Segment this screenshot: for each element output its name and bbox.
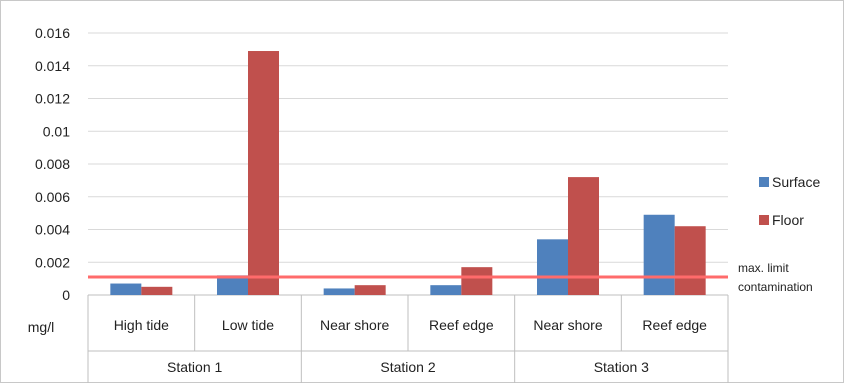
group-label: Station 3 — [594, 359, 649, 375]
category-label: Reef edge — [429, 317, 494, 333]
legend-label-surface: Surface — [772, 174, 820, 190]
legend-label-floor: Floor — [772, 212, 804, 228]
bar-surface-4 — [430, 285, 462, 295]
y-tick-label: 0.014 — [35, 58, 70, 74]
y-tick-label: 0.012 — [35, 91, 70, 107]
bar-floor-1 — [141, 286, 173, 295]
y-axis-unit-label: mg/l — [28, 319, 54, 335]
bars — [110, 51, 706, 296]
category-axis: High tide Low tide Near shore Reef edge Near… — [87, 295, 729, 383]
bar-floor-5 — [568, 177, 599, 295]
category-label: High tide — [114, 317, 169, 333]
y-axis-ticks: 0 0.002 0.004 0.006 0.008 0.01 0.012 0.014 0.016 — [35, 25, 70, 303]
y-tick-label: 0 — [62, 287, 70, 303]
bar-floor-6 — [674, 226, 706, 295]
y-tick-label: 0.01 — [43, 123, 70, 139]
legend-swatch-floor — [759, 215, 769, 225]
category-label: Low tide — [222, 317, 274, 333]
legend-swatch-surface — [759, 177, 769, 187]
bar-floor-3 — [354, 285, 386, 295]
y-tick-label: 0.002 — [35, 254, 70, 270]
y-tick-label: 0.004 — [35, 222, 70, 238]
bar-surface-1 — [110, 283, 142, 295]
legend: Surface Floor — [759, 174, 820, 228]
bar-floor-2 — [248, 51, 279, 296]
reference-line-group: max. limit contamination — [88, 261, 813, 294]
y-tick-label: 0.006 — [35, 189, 70, 205]
group-label: Station 1 — [167, 359, 222, 375]
group-label: Station 2 — [380, 359, 435, 375]
bar-surface-5 — [537, 239, 568, 295]
y-tick-label: 0.008 — [35, 156, 70, 172]
bar-surface-6 — [643, 214, 675, 295]
bar-floor-4 — [461, 267, 493, 295]
reference-line-label: contamination — [738, 280, 813, 294]
bar-surface-2 — [217, 275, 248, 295]
category-label: Reef edge — [642, 317, 707, 333]
category-label: Near shore — [533, 317, 602, 333]
y-tick-label: 0.016 — [35, 25, 70, 41]
category-label: Near shore — [320, 317, 389, 333]
reference-line-label: max. limit — [738, 261, 789, 275]
bar-surface-3 — [323, 288, 355, 295]
